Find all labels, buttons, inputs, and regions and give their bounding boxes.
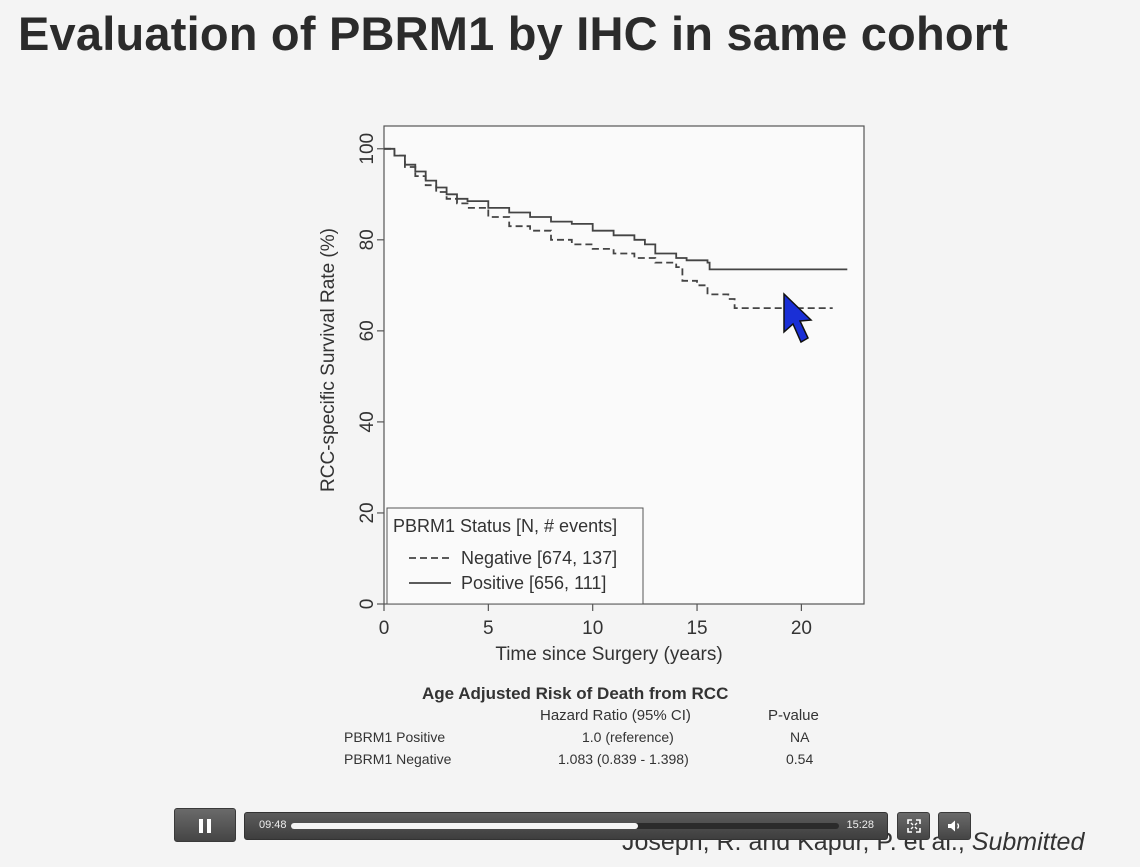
row-label-negative: PBRM1 Negative [344, 751, 452, 767]
seek-track[interactable] [291, 823, 839, 829]
fullscreen-icon [898, 813, 929, 839]
x-tick-label: 5 [483, 618, 494, 639]
x-tick-label: 0 [379, 618, 390, 639]
pause-button[interactable] [174, 808, 236, 842]
total-time: 15:28 [846, 819, 874, 831]
legend-label-positive: Positive [656, 111] [461, 573, 606, 593]
x-tick-label: 10 [582, 618, 603, 639]
attribution-status: Submitted [971, 828, 1085, 856]
y-tick-label: 100 [357, 133, 378, 165]
progress-bar[interactable]: 09:48 15:28 [244, 812, 888, 840]
mouse-pointer-icon [783, 292, 813, 344]
row-hr-negative: 1.083 (0.839 - 1.398) [558, 751, 689, 767]
seek-progress-fill [291, 823, 639, 829]
row-hr-positive: 1.0 (reference) [582, 729, 674, 745]
y-tick-label: 80 [357, 229, 378, 250]
y-tick-label: 40 [357, 411, 378, 432]
survival-chart: 0 5 10 15 20 0 20 40 60 80 100 Time since Surgery (… [318, 125, 865, 665]
series-line-negative [384, 147, 833, 309]
row-p-negative: 0.54 [786, 751, 814, 767]
series-line-positive [384, 147, 848, 271]
legend-title: PBRM1 Status [N, # events] [393, 516, 617, 536]
legend-label-negative: Negative [674, 137] [461, 548, 617, 568]
row-label-positive: PBRM1 Positive [344, 729, 446, 745]
y-tick-label: 20 [357, 502, 378, 523]
y-tick-label: 60 [357, 320, 378, 341]
fullscreen-button[interactable] [897, 812, 930, 840]
hazard-table-title: Age Adjusted Risk of Death from RCC [422, 684, 729, 703]
legend-box [386, 507, 644, 605]
x-tick-label: 20 [791, 618, 812, 639]
x-tick-label: 15 [686, 618, 707, 639]
y-tick-label: 0 [357, 599, 378, 610]
row-p-positive: NA [790, 729, 810, 745]
volume-icon [939, 813, 970, 839]
slide-title: Evaluation of PBRM1 by IHC in same cohor… [18, 7, 1009, 60]
hazard-ratio-header: Hazard Ratio (95% CI) [540, 707, 691, 724]
p-value-header: P-value [768, 707, 819, 724]
x-axis-label: Time since Surgery (years) [495, 644, 722, 665]
y-axis-label: RCC-specific Survival Rate (%) [318, 228, 339, 492]
current-time: 09:48 [259, 819, 287, 831]
volume-button[interactable] [938, 812, 971, 840]
